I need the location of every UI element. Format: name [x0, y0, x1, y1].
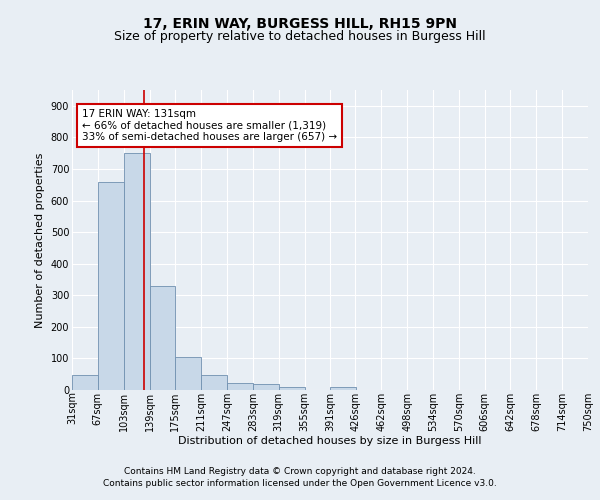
Text: Contains public sector information licensed under the Open Government Licence v3: Contains public sector information licen…: [103, 478, 497, 488]
Bar: [72, 375, 98, 390]
Bar: [278, 386, 305, 390]
Bar: [331, 388, 356, 390]
Bar: [98, 182, 124, 390]
Text: 17 ERIN WAY: 131sqm
← 66% of detached houses are smaller (1,319)
33% of semi-det: 17 ERIN WAY: 131sqm ← 66% of detached ho…: [82, 109, 337, 142]
Text: Contains HM Land Registry data © Crown copyright and database right 2024.: Contains HM Land Registry data © Crown c…: [124, 467, 476, 476]
Bar: [227, 383, 253, 390]
Bar: [201, 375, 227, 390]
Y-axis label: Number of detached properties: Number of detached properties: [35, 152, 45, 328]
Bar: [175, 357, 201, 390]
Bar: [253, 384, 278, 390]
Text: Size of property relative to detached houses in Burgess Hill: Size of property relative to detached ho…: [114, 30, 486, 43]
Text: 17, ERIN WAY, BURGESS HILL, RH15 9PN: 17, ERIN WAY, BURGESS HILL, RH15 9PN: [143, 18, 457, 32]
X-axis label: Distribution of detached houses by size in Burgess Hill: Distribution of detached houses by size …: [178, 436, 482, 446]
Bar: [149, 286, 175, 390]
Bar: [124, 153, 149, 390]
